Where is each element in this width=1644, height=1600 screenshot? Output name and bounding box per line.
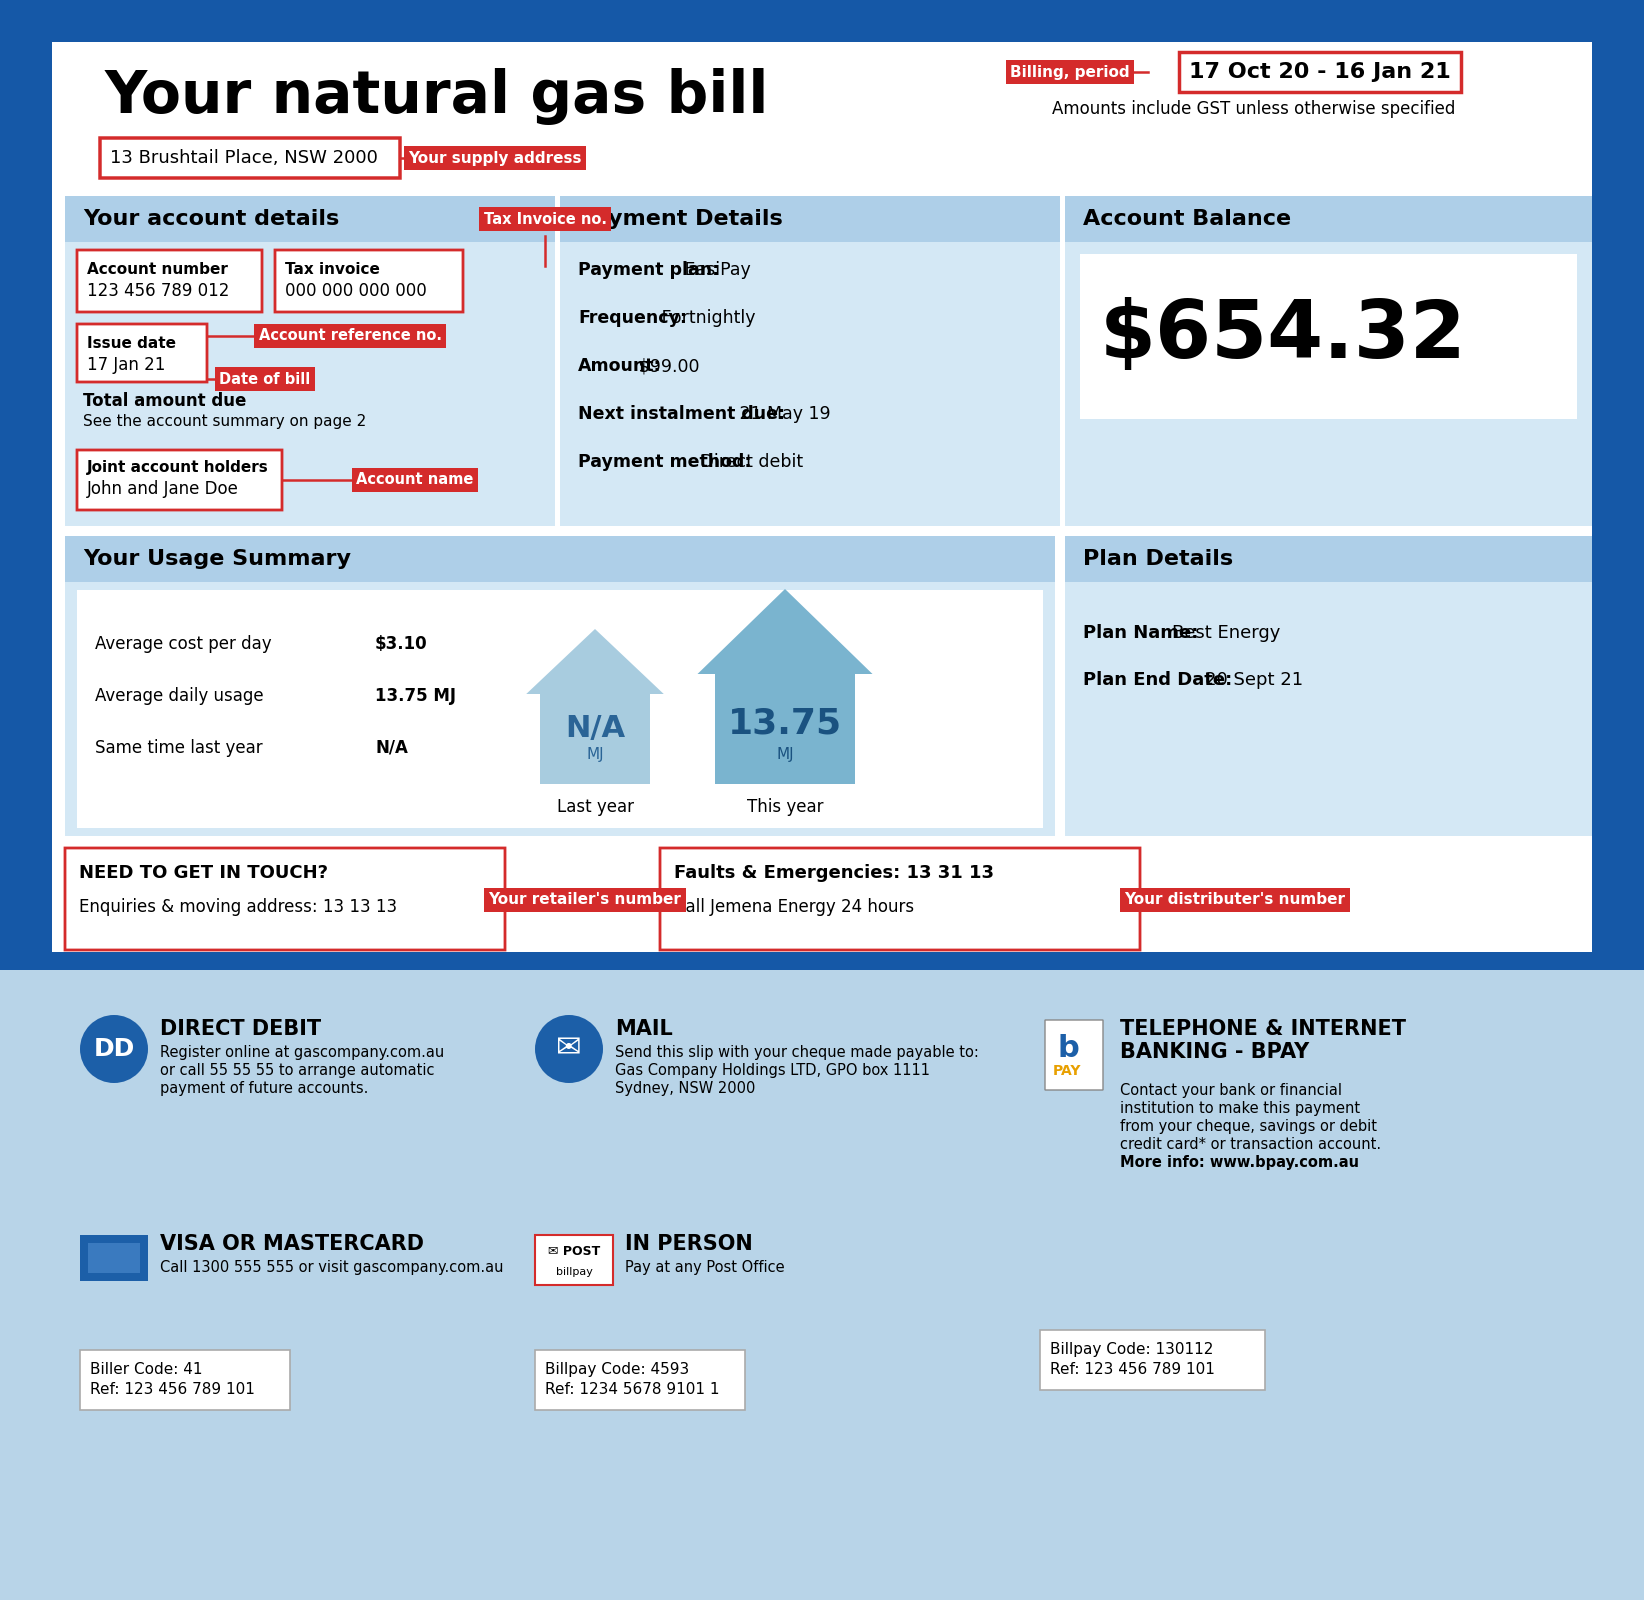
Text: Your account details: Your account details <box>82 210 339 229</box>
FancyBboxPatch shape <box>77 250 261 312</box>
Text: Sydney, NSW 2000: Sydney, NSW 2000 <box>615 1082 755 1096</box>
FancyBboxPatch shape <box>1041 1330 1264 1390</box>
Text: payment of future accounts.: payment of future accounts. <box>159 1082 368 1096</box>
Text: or call 55 55 55 to arrange automatic: or call 55 55 55 to arrange automatic <box>159 1062 434 1078</box>
Text: DD: DD <box>94 1037 135 1061</box>
Text: Ref: 1234 5678 9101 1: Ref: 1234 5678 9101 1 <box>546 1382 720 1397</box>
Text: NEED TO GET IN TOUCH?: NEED TO GET IN TOUCH? <box>79 864 329 882</box>
Text: 21 May 19: 21 May 19 <box>733 405 830 422</box>
Text: 13.75: 13.75 <box>728 707 842 741</box>
Text: Account reference no.: Account reference no. <box>258 328 442 344</box>
Text: Your distributer's number: Your distributer's number <box>1124 893 1345 907</box>
Text: Tax Invoice no.: Tax Invoice no. <box>483 211 607 227</box>
Text: VISA OR MASTERCARD: VISA OR MASTERCARD <box>159 1234 424 1254</box>
Text: MAIL: MAIL <box>615 1019 672 1038</box>
Text: 000 000 000 000: 000 000 000 000 <box>284 282 427 301</box>
Text: Frequency:: Frequency: <box>579 309 687 326</box>
Text: Call 1300 555 555 or visit gascompany.com.au: Call 1300 555 555 or visit gascompany.co… <box>159 1261 503 1275</box>
Text: $99.00: $99.00 <box>633 357 699 374</box>
Text: Same time last year: Same time last year <box>95 739 263 757</box>
Text: Faults & Emergencies: 13 31 13: Faults & Emergencies: 13 31 13 <box>674 864 995 882</box>
Text: $3.10: $3.10 <box>375 635 427 653</box>
Text: Send this slip with your cheque made payable to:: Send this slip with your cheque made pay… <box>615 1045 978 1059</box>
FancyBboxPatch shape <box>66 848 505 950</box>
Text: institution to make this payment: institution to make this payment <box>1120 1101 1360 1117</box>
Text: TELEPHONE & INTERNET
BANKING - BPAY: TELEPHONE & INTERNET BANKING - BPAY <box>1120 1019 1406 1062</box>
Text: Total amount due: Total amount due <box>82 392 247 410</box>
Text: 123 456 789 012: 123 456 789 012 <box>87 282 230 301</box>
Text: Ref: 123 456 789 101: Ref: 123 456 789 101 <box>1051 1362 1215 1378</box>
FancyBboxPatch shape <box>534 1235 613 1285</box>
Text: 20 Sept 21: 20 Sept 21 <box>1205 670 1302 690</box>
Text: Plan Details: Plan Details <box>1083 549 1233 570</box>
Text: Gas Company Holdings LTD, GPO box 1111: Gas Company Holdings LTD, GPO box 1111 <box>615 1062 931 1078</box>
Text: MJ: MJ <box>587 747 603 762</box>
Text: PAY: PAY <box>1054 1064 1082 1078</box>
FancyBboxPatch shape <box>66 536 1055 582</box>
Polygon shape <box>697 589 873 674</box>
Text: b: b <box>1057 1034 1078 1062</box>
Text: N/A: N/A <box>566 715 625 744</box>
Text: Amounts include GST unless otherwise specified: Amounts include GST unless otherwise spe… <box>1052 99 1455 118</box>
Text: 13.75 MJ: 13.75 MJ <box>375 686 455 706</box>
FancyBboxPatch shape <box>1065 536 1591 835</box>
FancyBboxPatch shape <box>66 536 1055 835</box>
Text: Ref: 123 456 789 101: Ref: 123 456 789 101 <box>90 1382 255 1397</box>
Text: Payment method:: Payment method: <box>579 453 751 470</box>
Text: 17 Oct 20 - 16 Jan 21: 17 Oct 20 - 16 Jan 21 <box>1189 62 1452 82</box>
Text: Average daily usage: Average daily usage <box>95 686 263 706</box>
Text: Account Balance: Account Balance <box>1083 210 1291 229</box>
Text: Fortnightly: Fortnightly <box>656 309 756 326</box>
Text: Direct debit: Direct debit <box>695 453 804 470</box>
Text: Last year: Last year <box>557 798 633 816</box>
Text: credit card* or transaction account.: credit card* or transaction account. <box>1120 1138 1381 1152</box>
Text: Joint account holders: Joint account holders <box>87 461 268 475</box>
Text: 13 Brushtail Place, NSW 2000: 13 Brushtail Place, NSW 2000 <box>110 149 378 166</box>
Text: Payment Details: Payment Details <box>579 210 783 229</box>
Text: Payment plan:: Payment plan: <box>579 261 720 278</box>
FancyBboxPatch shape <box>561 195 1060 526</box>
FancyBboxPatch shape <box>1065 536 1591 582</box>
Text: Billpay Code: 4593: Billpay Code: 4593 <box>546 1362 689 1378</box>
Text: MJ: MJ <box>776 747 794 762</box>
Text: Account name: Account name <box>357 472 473 488</box>
FancyBboxPatch shape <box>89 1243 140 1274</box>
Text: Enquiries & moving address: 13 13 13: Enquiries & moving address: 13 13 13 <box>79 898 398 915</box>
Text: from your cheque, savings or debit: from your cheque, savings or debit <box>1120 1118 1378 1134</box>
FancyBboxPatch shape <box>77 450 283 510</box>
FancyBboxPatch shape <box>66 195 556 242</box>
Text: Pay at any Post Office: Pay at any Post Office <box>625 1261 784 1275</box>
Text: Plan End Date:: Plan End Date: <box>1083 670 1238 690</box>
Text: Your retailer's number: Your retailer's number <box>488 893 681 907</box>
FancyBboxPatch shape <box>659 848 1139 950</box>
Circle shape <box>81 1014 148 1083</box>
Text: Call Jemena Energy 24 hours: Call Jemena Energy 24 hours <box>674 898 914 915</box>
Text: EasiPay: EasiPay <box>679 261 751 278</box>
FancyBboxPatch shape <box>100 138 399 178</box>
Text: Next instalment due:: Next instalment due: <box>579 405 786 422</box>
FancyBboxPatch shape <box>66 195 556 526</box>
FancyBboxPatch shape <box>1065 195 1591 526</box>
Text: Amount:: Amount: <box>579 357 661 374</box>
FancyBboxPatch shape <box>81 1235 148 1282</box>
Text: Your natural gas bill: Your natural gas bill <box>105 67 769 125</box>
Text: Issue date: Issue date <box>87 336 176 350</box>
FancyBboxPatch shape <box>534 1350 745 1410</box>
Text: Billpay Code: 130112: Billpay Code: 130112 <box>1051 1342 1213 1357</box>
Text: N/A: N/A <box>375 739 408 757</box>
FancyBboxPatch shape <box>77 323 207 382</box>
Text: 17 Jan 21: 17 Jan 21 <box>87 357 166 374</box>
FancyBboxPatch shape <box>561 195 1060 242</box>
Text: DIRECT DEBIT: DIRECT DEBIT <box>159 1019 321 1038</box>
FancyBboxPatch shape <box>53 42 1591 952</box>
Text: Tax invoice: Tax invoice <box>284 262 380 277</box>
Text: Average cost per day: Average cost per day <box>95 635 271 653</box>
Text: Account number: Account number <box>87 262 229 277</box>
FancyBboxPatch shape <box>1046 1021 1103 1090</box>
Text: John and Jane Doe: John and Jane Doe <box>87 480 238 498</box>
Polygon shape <box>526 629 664 694</box>
Text: Billing, period: Billing, period <box>1009 64 1129 80</box>
Text: ✉ POST: ✉ POST <box>547 1245 600 1258</box>
Text: Your supply address: Your supply address <box>408 150 582 165</box>
